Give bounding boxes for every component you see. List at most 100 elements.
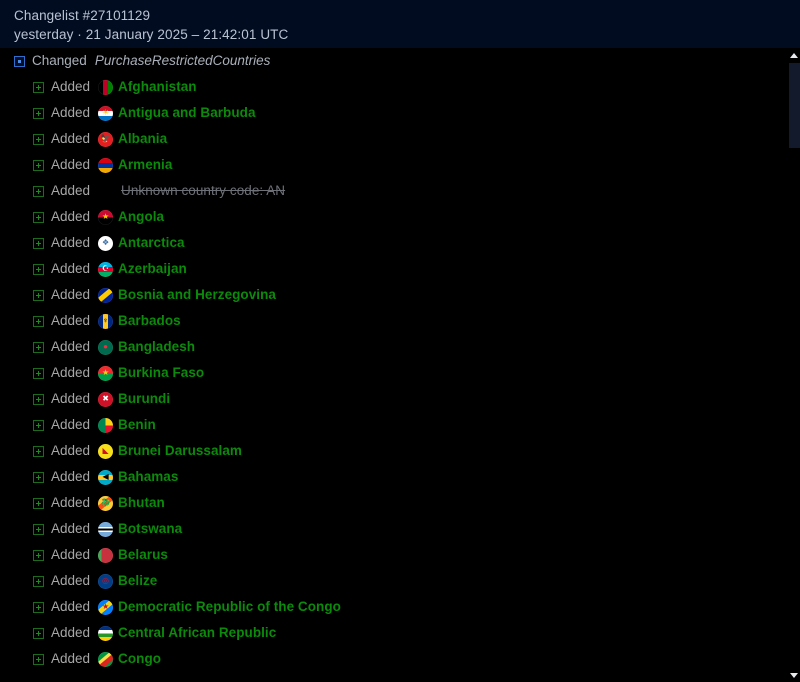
tree-row[interactable]: Added Unknown country code: AN — [0, 178, 788, 204]
tree-row[interactable]: Added Botswana — [0, 516, 788, 542]
tree-row[interactable]: Added ◣ Brunei Darussalam — [0, 438, 788, 464]
country-name-label: Bosnia and Herzegovina — [118, 287, 276, 302]
tree-row[interactable]: Added 🐉 Bhutan — [0, 490, 788, 516]
tree-row[interactable]: Added ♆ Barbados — [0, 308, 788, 334]
country-name-label: Barbados — [118, 313, 181, 328]
tree-row-root[interactable]: Changed PurchaseRestrictedCountries — [0, 48, 788, 74]
change-action-label: Added — [51, 495, 91, 510]
plus-square-icon[interactable] — [33, 289, 44, 301]
flag-icon-am — [98, 157, 114, 173]
tree-row[interactable]: Added ☪ Azerbaijan — [0, 256, 788, 282]
plus-square-icon[interactable] — [33, 471, 44, 483]
plus-square-icon[interactable] — [33, 211, 44, 223]
country-name-label: Angola — [118, 209, 165, 224]
country-name-label: Belize — [118, 573, 158, 588]
diff-tree[interactable]: Changed PurchaseRestrictedCountries Adde… — [0, 48, 788, 682]
changelist-header: Changelist #27101129 yesterday · 21 Janu… — [0, 0, 800, 48]
plus-square-icon[interactable] — [33, 315, 44, 327]
change-action-label: Added — [51, 547, 91, 562]
tree-row[interactable]: Added ◎ Belize — [0, 568, 788, 594]
flag-icon-aq: ❖ — [98, 235, 114, 251]
plus-square-icon[interactable] — [33, 627, 44, 639]
plus-square-icon[interactable] — [33, 497, 44, 509]
change-action-label: Added — [51, 209, 91, 224]
plus-square-icon[interactable] — [33, 367, 44, 379]
tree-row[interactable]: Added ★ Democratic Republic of the Congo — [0, 594, 788, 620]
plus-square-icon[interactable] — [33, 445, 44, 457]
country-name-label: Bahamas — [118, 469, 179, 484]
flag-icon-bd: ● — [98, 339, 114, 355]
tree-row[interactable]: Added 🦅 Albania — [0, 126, 788, 152]
change-action-label: Added — [51, 573, 91, 588]
country-name-label: Central African Republic — [118, 625, 277, 640]
plus-square-icon[interactable] — [33, 81, 44, 93]
country-name-label: Antigua and Barbuda — [118, 105, 256, 120]
plus-square-icon[interactable] — [33, 107, 44, 119]
plus-square-icon[interactable] — [33, 133, 44, 145]
country-name-label: Azerbaijan — [118, 261, 187, 276]
tree-row[interactable]: Added Central African Republic — [0, 620, 788, 646]
chevron-down-icon[interactable] — [788, 668, 800, 682]
tree-row[interactable]: Added ☀ Antigua and Barbuda — [0, 100, 788, 126]
tree-row[interactable]: Added ❖ Antarctica — [0, 230, 788, 256]
plus-square-icon[interactable] — [33, 419, 44, 431]
change-action-label: Added — [51, 469, 91, 484]
country-name-label: Burundi — [118, 391, 171, 406]
country-name-label: Congo — [118, 651, 162, 666]
change-action-label: Added — [51, 105, 91, 120]
country-name-label: Benin — [118, 417, 156, 432]
vertical-scrollbar[interactable] — [788, 48, 800, 682]
property-name: PurchaseRestrictedCountries — [94, 53, 271, 68]
country-name-label: Antarctica — [118, 235, 185, 250]
country-name-label: Botswana — [118, 521, 183, 536]
change-action-label: Added — [51, 183, 91, 198]
country-name-label: Brunei Darussalam — [118, 443, 242, 458]
tree-row[interactable]: Added ★ Burkina Faso — [0, 360, 788, 386]
tree-row[interactable]: Added Congo — [0, 646, 788, 672]
tree-row[interactable]: Added Armenia — [0, 152, 788, 178]
flag-icon-bs: ◀ — [98, 469, 114, 485]
change-action-label: Added — [51, 131, 91, 146]
changelist-timestamp: yesterday · 21 January 2025 – 21:42:01 U… — [14, 27, 289, 42]
change-action-label: Added — [51, 157, 91, 172]
change-action-label: Added — [51, 313, 91, 328]
plus-square-icon[interactable] — [33, 575, 44, 587]
tree-row[interactable]: Added Benin — [0, 412, 788, 438]
flag-icon-cd: ★ — [98, 599, 114, 615]
plus-square-icon[interactable] — [33, 159, 44, 171]
plus-square-icon[interactable] — [33, 237, 44, 249]
change-action-label: Added — [51, 287, 91, 302]
change-action-label: Added — [51, 651, 91, 666]
plus-square-icon[interactable] — [33, 393, 44, 405]
tree-row[interactable]: Added ★ Angola — [0, 204, 788, 230]
plus-square-icon[interactable] — [33, 263, 44, 275]
tree-row[interactable]: Added Bosnia and Herzegovina — [0, 282, 788, 308]
flag-icon-bi: ✖ — [98, 391, 114, 407]
unknown-country-label: Unknown country code: AN — [121, 183, 286, 198]
flag-icon-bw — [98, 521, 114, 537]
plus-square-icon[interactable] — [33, 523, 44, 535]
flag-icon-bf: ★ — [98, 365, 114, 381]
plus-square-icon[interactable] — [33, 185, 44, 197]
tree-row[interactable]: Added ◀ Bahamas — [0, 464, 788, 490]
flag-icon-bz: ◎ — [98, 573, 114, 589]
plus-square-icon[interactable] — [33, 549, 44, 561]
flag-icon-bn: ◣ — [98, 443, 114, 459]
changelist-title: Changelist #27101129 — [14, 8, 151, 23]
country-name-label: Armenia — [118, 157, 173, 172]
chevron-up-icon[interactable] — [788, 48, 800, 62]
flag-icon-cf — [98, 625, 114, 641]
scrollbar-thumb[interactable] — [789, 63, 800, 148]
change-action-label: Added — [51, 599, 91, 614]
change-action-label: Added — [51, 365, 91, 380]
flag-icon-bb: ♆ — [98, 313, 114, 329]
plus-square-icon[interactable] — [33, 653, 44, 665]
plus-square-icon[interactable] — [33, 601, 44, 613]
tree-row[interactable]: Added ● Bangladesh — [0, 334, 788, 360]
tree-row[interactable]: Added Belarus — [0, 542, 788, 568]
expanded-square-icon[interactable] — [14, 55, 25, 67]
flag-icon-al: 🦅 — [98, 131, 114, 147]
plus-square-icon[interactable] — [33, 341, 44, 353]
tree-row[interactable]: Added Afghanistan — [0, 74, 788, 100]
tree-row[interactable]: Added ✖ Burundi — [0, 386, 788, 412]
